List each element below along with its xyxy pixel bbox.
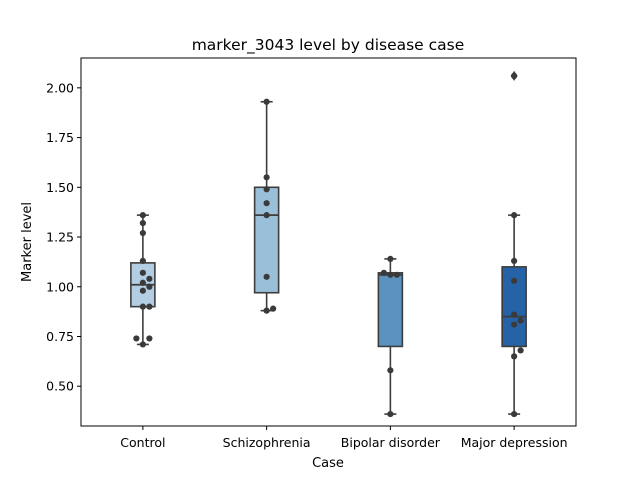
x-tick-label: Bipolar disorder xyxy=(341,435,441,450)
box-major-depression xyxy=(501,266,527,348)
data-point xyxy=(511,311,518,318)
data-point xyxy=(263,186,270,193)
data-point xyxy=(511,410,518,418)
plot-area: 0.50 0.75 1.00 1.25 1.50 1.75 2.00 Control Schiz… xyxy=(46,57,577,450)
data-point xyxy=(139,257,146,264)
data-point xyxy=(511,321,518,328)
data-point xyxy=(146,283,153,290)
y-tick-label: 0.75 xyxy=(46,329,74,344)
x-axis-label: Case xyxy=(312,456,344,471)
data-point xyxy=(517,347,524,354)
data-point xyxy=(263,307,270,314)
data-point xyxy=(139,303,146,310)
y-tick-label: 2.00 xyxy=(46,80,74,95)
data-point xyxy=(263,174,270,181)
data-point xyxy=(511,353,518,360)
data-point xyxy=(380,269,387,276)
data-point xyxy=(387,367,394,374)
data-point xyxy=(263,212,270,219)
data-point xyxy=(263,200,270,207)
y-tick-label: 0.50 xyxy=(46,379,74,394)
data-point xyxy=(393,271,400,278)
data-point xyxy=(511,72,518,80)
box-bipolar-disorder xyxy=(377,272,404,348)
data-point xyxy=(139,341,146,348)
data-point xyxy=(511,277,518,284)
y-tick-label: 1.75 xyxy=(46,130,74,145)
data-point xyxy=(139,279,146,286)
data-point xyxy=(139,269,146,276)
data-point xyxy=(146,335,153,342)
data-point xyxy=(139,212,146,219)
data-point xyxy=(139,229,146,237)
chart-title: marker_3043 level by disease case xyxy=(192,36,465,55)
data-point xyxy=(146,303,153,310)
data-point xyxy=(517,317,524,324)
y-axis-label: Marker level xyxy=(20,202,35,282)
data-point xyxy=(139,220,146,227)
x-tick-label: Schizophrenia xyxy=(223,435,311,450)
data-point xyxy=(139,287,146,294)
x-tick-label: Control xyxy=(120,435,165,450)
data-point xyxy=(270,305,277,312)
data-point xyxy=(387,255,394,263)
data-point xyxy=(133,335,140,342)
data-point xyxy=(263,273,270,280)
y-tick-label: 1.50 xyxy=(46,180,74,195)
y-tick-label: 1.25 xyxy=(46,230,74,245)
y-tick-label: 1.00 xyxy=(46,279,74,294)
data-point xyxy=(146,275,153,282)
data-point xyxy=(387,410,394,418)
data-point xyxy=(511,257,518,264)
x-tick-label: Major depression xyxy=(461,435,568,450)
data-point xyxy=(263,98,270,105)
axes-frame xyxy=(80,57,577,427)
data-point xyxy=(511,212,518,219)
data-point xyxy=(387,271,394,278)
